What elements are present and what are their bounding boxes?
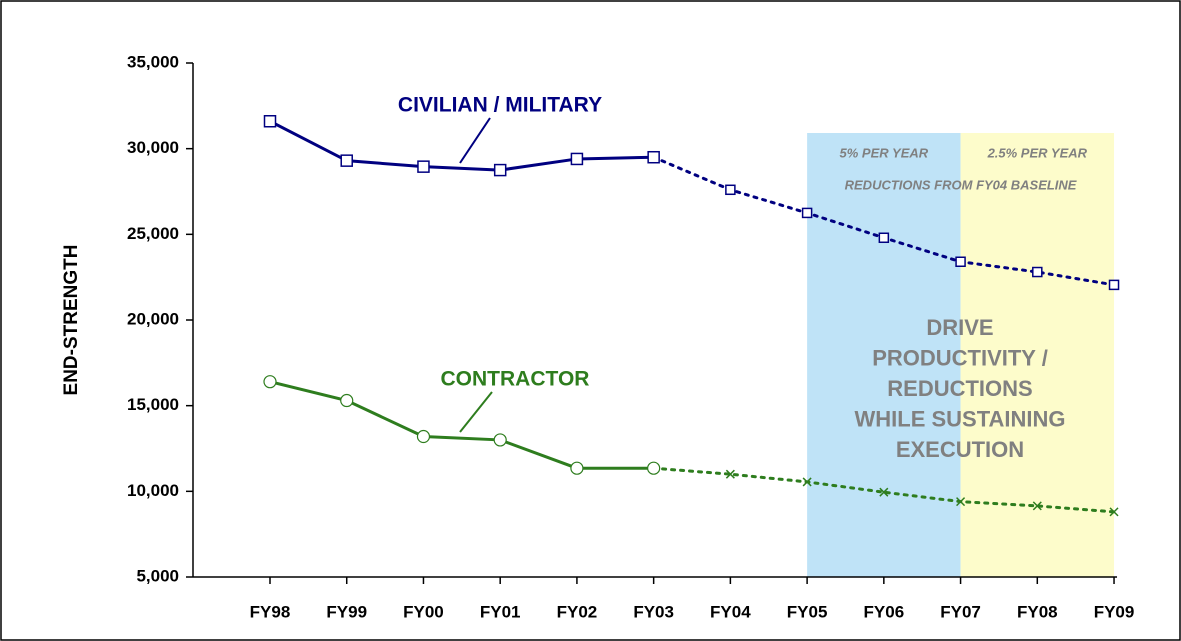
marker (956, 497, 966, 507)
marker (725, 184, 736, 196)
x-tick-label: FY03 (633, 602, 674, 621)
actual-line (268, 119, 656, 172)
marker (955, 256, 966, 267)
x-tick-label: FY07 (940, 602, 981, 621)
marker (340, 154, 353, 167)
series-label: CIVILIAN / MILITARY (398, 94, 602, 117)
x-tick-label: FY01 (480, 602, 521, 621)
marker (1109, 507, 1119, 517)
marker (493, 433, 507, 447)
lines: CIVILIAN / MILITARY CONTRACTOR (263, 94, 1120, 517)
marker (263, 115, 277, 128)
marker (801, 207, 813, 219)
x-tick-label: FY08 (1017, 602, 1058, 621)
x-tick-label: FY00 (403, 602, 444, 621)
marker (570, 461, 584, 475)
marker (1032, 501, 1042, 511)
x-tick-label: FY09 (1094, 602, 1135, 621)
y-tick-label: 10,000 (127, 481, 179, 500)
y-tick-label: 25,000 (127, 224, 179, 243)
leader-line (459, 117, 491, 164)
marker (802, 477, 812, 487)
message-line: EXECUTION (896, 437, 1024, 462)
bands: 5% PER YEAR 2.5% PER YEAR REDUCTIONS FROM … (807, 133, 1115, 577)
marker (647, 150, 660, 164)
band-label: 5% PER YEAR (840, 145, 929, 160)
band-label: 2.5% PER YEAR (987, 145, 1088, 160)
y-tick-label: 5,000 (136, 566, 179, 585)
x-tick-label: FY02 (557, 602, 598, 621)
x-tick-label: FY06 (864, 602, 905, 621)
y-tick-label: 15,000 (127, 395, 179, 414)
marker (879, 487, 889, 497)
y-axis-title: END-STRENGTH (61, 245, 82, 396)
message-line: DRIVE (926, 315, 993, 340)
marker (570, 152, 584, 166)
actual-line (268, 380, 656, 470)
marker (417, 160, 430, 173)
axes: 5,000 10,000 15,000 20,000 25,000 30,000 35,00… (127, 52, 1134, 621)
y-tick-label: 20,000 (127, 309, 179, 328)
x-tick-label: FY05 (787, 602, 828, 621)
marker (340, 393, 354, 408)
x-tick-label: FY98 (250, 602, 291, 621)
marker (416, 429, 431, 444)
x-tick-label: FY04 (710, 602, 751, 621)
marker (1108, 279, 1120, 291)
marker (263, 375, 277, 389)
marker (647, 461, 661, 475)
marker (493, 163, 507, 177)
y-tick-label: 30,000 (127, 138, 179, 157)
series-label: CONTRACTOR (441, 368, 590, 391)
marker (1032, 266, 1043, 278)
marker (878, 232, 890, 244)
y-tick-label: 35,000 (127, 52, 179, 71)
message-line: WHILE SUSTAINING (854, 406, 1065, 431)
leader-line (459, 391, 493, 433)
marker (725, 469, 735, 479)
message-line: REDUCTIONS (887, 376, 1032, 401)
band-note: REDUCTIONS FROM FY04 BASELINE (845, 177, 1077, 192)
x-tick-label: FY99 (326, 602, 367, 621)
message-line: PRODUCTIVITY / (872, 345, 1048, 370)
band (807, 133, 961, 577)
